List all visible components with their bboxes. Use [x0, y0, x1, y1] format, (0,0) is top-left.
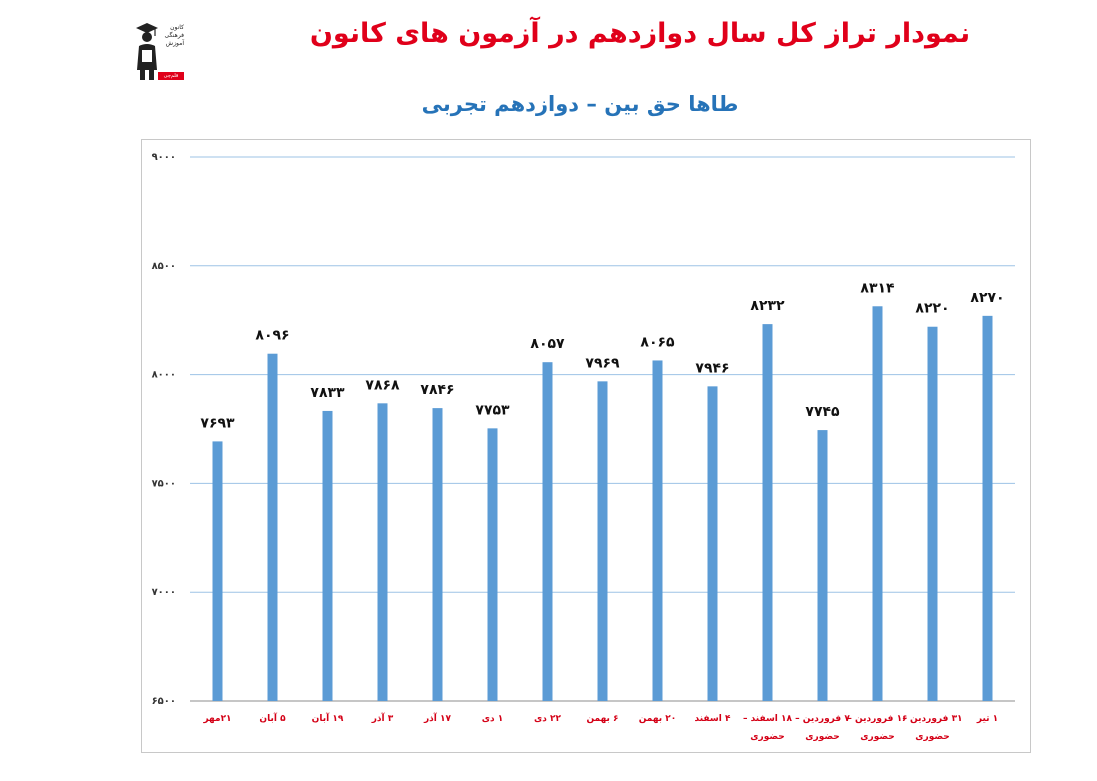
data-label: ۷۸۴۶: [420, 382, 454, 398]
data-label: ۷۷۴۵: [805, 404, 840, 420]
bar: [377, 403, 388, 701]
data-label: ۸۲۲۰: [915, 301, 949, 317]
data-label: ۸۲۳۲: [750, 298, 785, 314]
bar: [872, 306, 883, 701]
kanoon-logo: کانون فرهنگی آموزش قلم‌چی: [134, 20, 184, 82]
bar: [927, 326, 938, 701]
category-label: ۱ دی: [482, 714, 504, 724]
y-tick-label: ۷۵۰۰: [152, 478, 176, 489]
data-label: ۸۳۱۴: [860, 280, 895, 296]
chart-frame: [141, 139, 1031, 753]
data-label: ۸۰۵۷: [530, 336, 565, 352]
y-tick-label: ۸۰۰۰: [152, 370, 176, 381]
category-label: ۷ فروردین – حضوری: [795, 714, 850, 742]
page-title: نمودار تراز کل سال دوازدهم در آزمون های …: [309, 18, 971, 49]
graduate-icon: [136, 23, 158, 80]
y-tick-label: ۸۵۰۰: [152, 261, 176, 272]
bar: [542, 362, 553, 701]
data-labels: ۷۶۹۳ ۸۰۹۶ ۷۸۳۳ ۷۸۶۸ ۷۸۴۶ ۷۷۵۳ ۸۰۵۷ ۷۹۶۹ ۸۰۶۵ ۷۹۴۶…: [200, 280, 1004, 431]
bar: [982, 315, 993, 701]
data-label: ۷۹۴۶: [695, 360, 729, 376]
page-subtitle: طاها حق بین – دوازدهم تجربی: [421, 92, 739, 116]
y-tick-label: ۹۰۰۰: [152, 152, 176, 163]
category-labels: ۲۱مهر ۵ آبان ۱۹ آبان ۳ آذر ۱۷ آذر ۱ دی ۲۲ دی ۶ …: [202, 712, 998, 742]
bars: [212, 306, 993, 701]
bar: [652, 360, 663, 701]
data-label: ۷۶۹۳: [200, 415, 235, 431]
category-label: ۱ تیر: [976, 714, 998, 724]
bar: [487, 428, 498, 701]
category-label: ۱۷ آذر: [423, 712, 452, 724]
data-label: ۷۷۵۳: [475, 402, 510, 418]
category-label: ۳۱ فروردین – حضوری: [902, 714, 962, 742]
bar: [597, 381, 608, 701]
category-label: ۲۲ دی: [534, 714, 562, 724]
bar: [212, 441, 223, 701]
bar: [817, 430, 828, 701]
category-label: ۶ بهمن: [586, 714, 618, 724]
category-label: ۱۶ فروردین – حضوری: [847, 714, 907, 742]
y-tick-label: ۶۵۰۰: [152, 696, 176, 707]
bar: [267, 353, 278, 701]
data-label: ۸۰۶۵: [640, 334, 675, 350]
data-label: ۷۸۶۸: [365, 377, 400, 393]
category-label: ۵ آبان: [259, 712, 286, 724]
category-label: ۳ آذر: [371, 712, 394, 724]
y-tick-label: ۷۰۰۰: [152, 587, 176, 598]
category-label: ۲۰ بهمن: [639, 714, 677, 724]
category-label: ۴ اسفند: [695, 714, 731, 724]
category-label: ۱۸ اسفند – حضوری: [743, 714, 793, 742]
bar: [322, 410, 333, 701]
y-axis-ticks: ۶۵۰۰ ۷۰۰۰ ۷۵۰۰ ۸۰۰۰ ۸۵۰۰ ۹۰۰۰: [152, 152, 176, 707]
logo-text: کانون فرهنگی آموزش: [164, 24, 184, 47]
category-label: ۱۹ آبان: [312, 712, 344, 724]
bar: [762, 324, 773, 701]
bar: [432, 408, 443, 701]
bar: [707, 386, 718, 701]
category-label: ۲۱مهر: [202, 714, 231, 724]
data-label: ۷۹۶۹: [585, 355, 620, 371]
data-label: ۸۰۹۶: [255, 328, 289, 344]
data-label: ۸۲۷۰: [970, 290, 1004, 306]
logo-badge: قلم‌چی: [158, 72, 184, 80]
data-label: ۷۸۳۳: [310, 385, 345, 401]
